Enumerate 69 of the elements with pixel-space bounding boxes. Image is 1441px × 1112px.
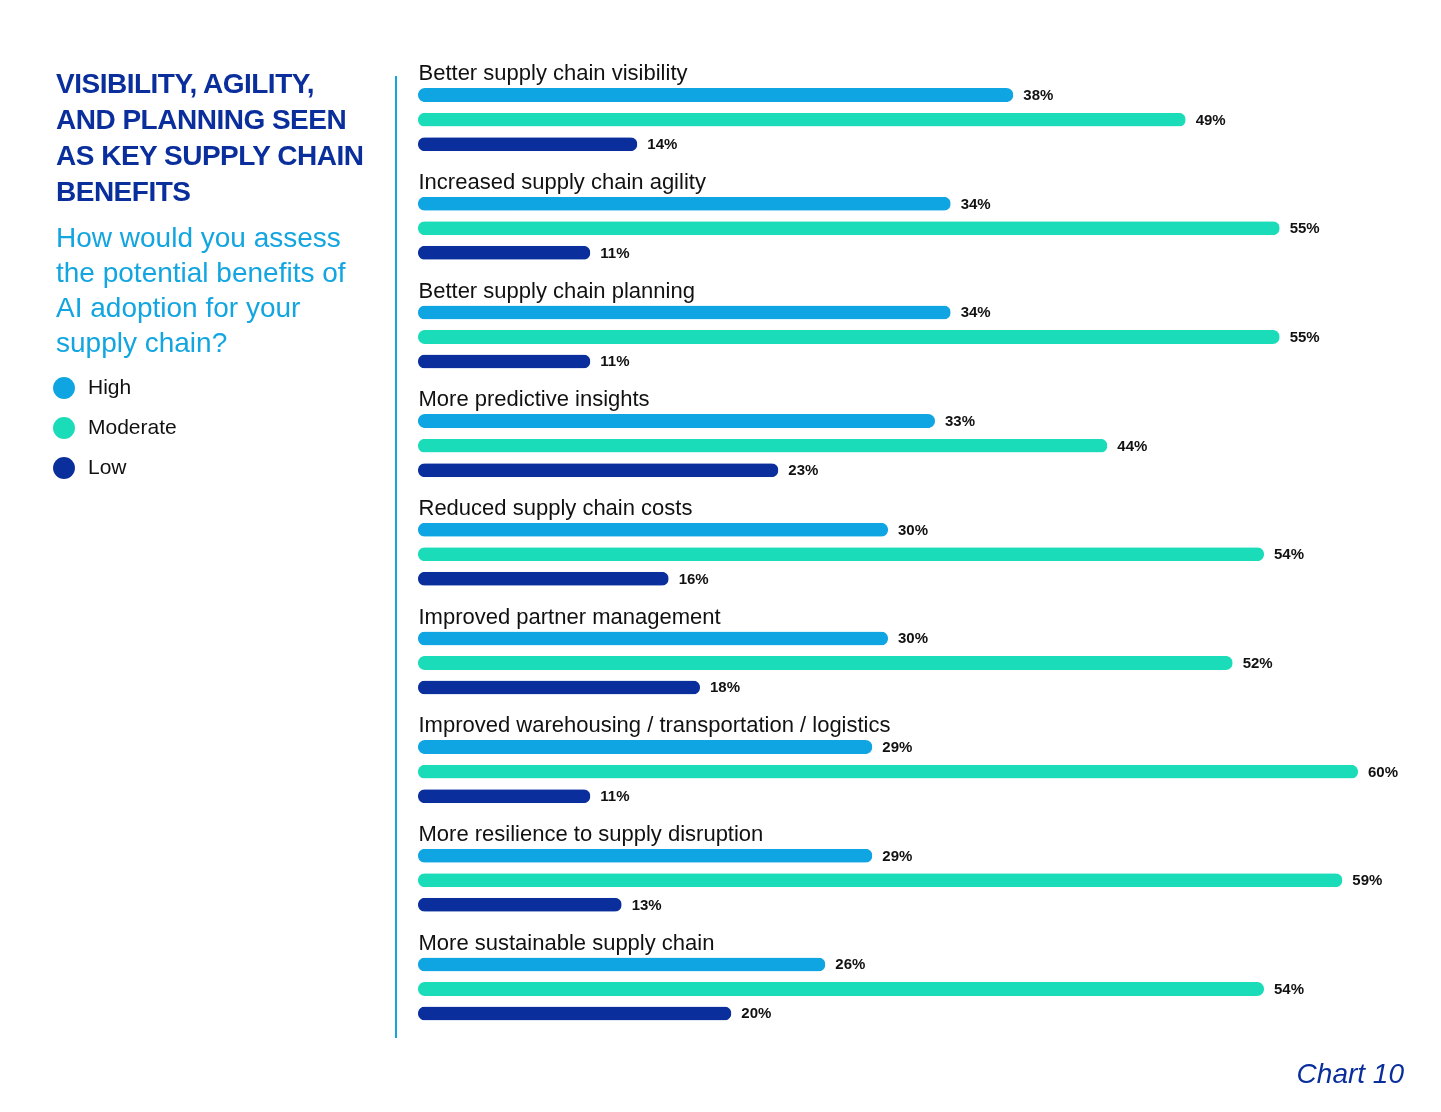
data-label: 44%: [1117, 436, 1148, 454]
y-tick-label: More resilience to supply disruption: [418, 821, 764, 846]
data-label: 54%: [1274, 545, 1305, 563]
legend-label: High: [88, 375, 132, 398]
y-tick-label: Reduced supply chain costs: [418, 495, 693, 520]
y-tick-label: Increased supply chain agility: [418, 169, 706, 194]
bar: [418, 414, 935, 429]
data-label: 30%: [898, 629, 929, 647]
bar: [418, 522, 888, 537]
y-tick-label: Improved partner management: [418, 603, 721, 629]
bar: [418, 631, 888, 646]
data-label: 29%: [882, 846, 913, 864]
bar: [418, 463, 779, 478]
data-label: 29%: [882, 738, 913, 756]
legend-label: Moderate: [88, 415, 177, 438]
bar: [418, 981, 1264, 996]
data-label: 34%: [960, 303, 991, 321]
bar: [418, 329, 1280, 344]
data-label: 33%: [945, 412, 976, 430]
bar: [418, 547, 1264, 562]
data-label: 18%: [710, 678, 741, 696]
bar: [418, 740, 873, 755]
data-label: 34%: [960, 194, 991, 212]
bar: [418, 438, 1108, 453]
bar: [418, 196, 951, 211]
bar: [418, 897, 622, 912]
bar: [418, 305, 951, 320]
data-label: 11%: [600, 787, 630, 805]
y-tick-label: Better supply chain planning: [418, 277, 695, 303]
data-label: 16%: [678, 569, 709, 587]
data-label: 26%: [835, 955, 866, 973]
legend-label: Low: [88, 455, 128, 478]
bar: [418, 354, 591, 369]
data-label: 60%: [1368, 762, 1399, 780]
data-label: 13%: [631, 895, 662, 913]
data-label: 59%: [1352, 871, 1383, 889]
data-label: 30%: [898, 520, 929, 538]
bar: [418, 1006, 732, 1021]
y-tick-label: More sustainable supply chain: [418, 929, 715, 955]
bar: [418, 655, 1233, 670]
y-tick-label: Improved warehousing / transportation / logistics: [418, 712, 891, 738]
bar: [418, 789, 591, 804]
data-label: 54%: [1274, 979, 1305, 997]
text: How would you assess the potential benefits of AI adoption for your supply chain?: [56, 221, 347, 360]
data-label: 52%: [1242, 653, 1273, 671]
data-label: 14%: [647, 135, 678, 153]
data-label: 55%: [1289, 327, 1320, 345]
bar: [418, 137, 638, 152]
data-label: 11%: [600, 352, 630, 370]
caption: Chart 10: [1296, 1058, 1404, 1090]
bar: [418, 680, 700, 695]
y-tick-label: More predictive insights: [418, 386, 650, 412]
text: VISIBILITY, AGILITY, AND PLANNING SEEN AS KEY SUPPLY CHAIN BENEFITS: [56, 67, 365, 209]
bar: [418, 764, 1358, 779]
bar: [418, 245, 591, 260]
data-label: 23%: [788, 461, 819, 479]
bar: [418, 88, 1014, 103]
bar: [418, 957, 826, 972]
data-label: 49%: [1195, 110, 1226, 128]
bar: [418, 112, 1186, 127]
y-tick-label: Better supply chain visibility: [418, 60, 688, 86]
bar: [418, 848, 873, 863]
bar: [418, 873, 1343, 888]
bar: [418, 571, 669, 586]
data-label: 55%: [1289, 219, 1320, 237]
data-label: 11%: [600, 243, 630, 261]
bar: [418, 221, 1280, 236]
data-label: 38%: [1023, 86, 1054, 104]
data-label: 20%: [741, 1004, 772, 1022]
